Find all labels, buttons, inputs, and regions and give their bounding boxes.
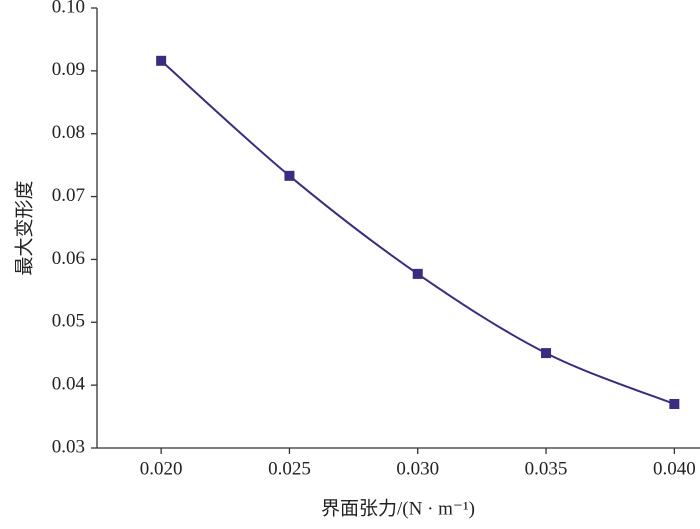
line [160,60,675,405]
marker [284,170,295,181]
marker [156,55,167,66]
y-tick-label: 0.03 [52,436,85,457]
y-tick-label: 0.07 [52,185,85,206]
x-tick-label: 0.025 [268,458,311,479]
x-tick-label: 0.035 [525,458,568,479]
x-tick-label: 0.030 [396,458,439,479]
x-tick-label: 0.020 [140,458,183,479]
y-tick-label: 0.05 [52,311,85,332]
y-tick-label: 0.04 [52,374,86,395]
x-tick-label: 0.040 [653,458,696,479]
y-tick-label: 0.09 [52,59,85,80]
marker [412,268,423,279]
y-tick-label: 0.06 [52,248,85,269]
y-tick-label: 0.10 [52,0,85,17]
y-axis-label: 最大变形度 [13,180,35,275]
marker [541,348,552,359]
y-tick-label: 0.08 [52,122,85,143]
marker [669,399,680,409]
x-axis-label: 界面张力/(N · m⁻¹) [321,497,475,519]
